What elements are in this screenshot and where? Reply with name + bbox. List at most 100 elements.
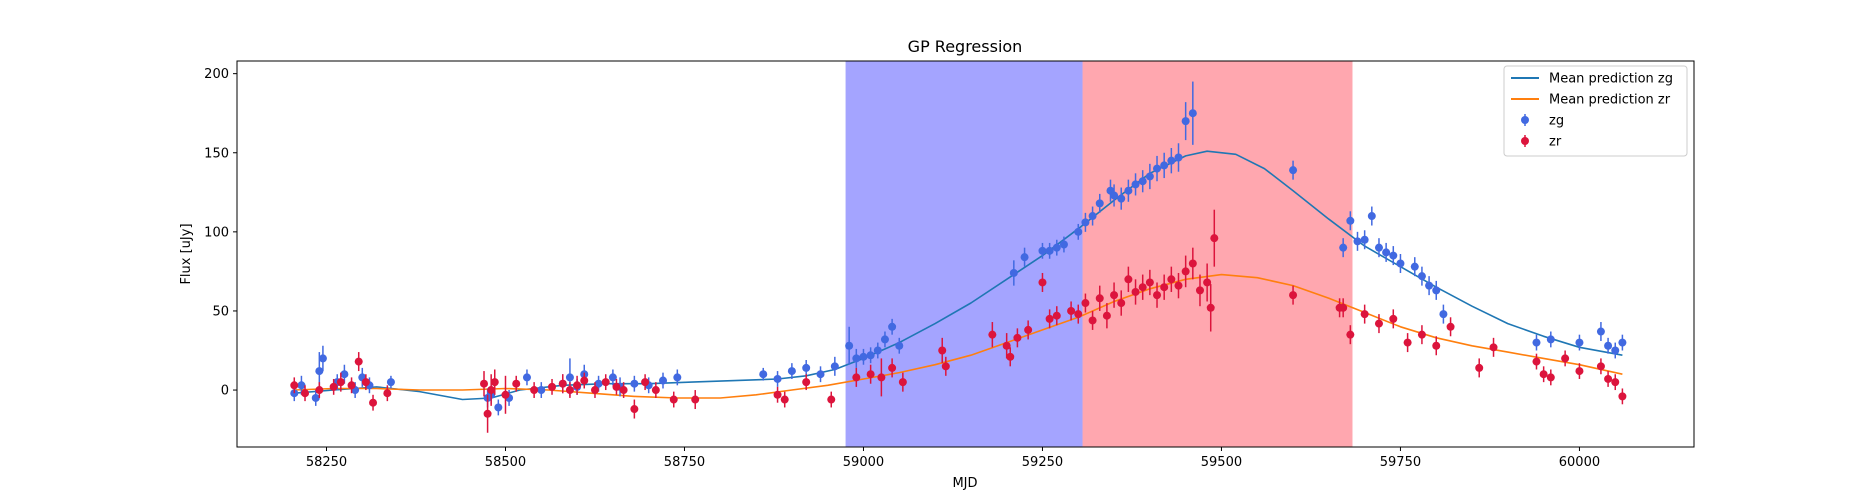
legend-marker-swatch (1521, 137, 1529, 145)
point-marker (802, 378, 811, 387)
data-point-zr (1360, 304, 1369, 324)
point-marker (852, 373, 861, 382)
point-marker (311, 393, 320, 402)
point-marker (888, 363, 897, 372)
data-point-zg (1081, 212, 1090, 232)
point-marker (1604, 374, 1613, 383)
data-point-zr (691, 390, 700, 410)
point-marker (483, 409, 492, 418)
point-marker (1095, 199, 1104, 208)
point-marker (1367, 212, 1376, 221)
point-marker (1346, 216, 1355, 225)
data-point-zg (673, 369, 682, 386)
data-point-zr (1203, 263, 1212, 302)
data-point-zr (1074, 304, 1083, 324)
data-point-zr (1206, 284, 1215, 332)
point-marker (1188, 109, 1197, 118)
data-point-zr (1618, 388, 1627, 405)
data-point-zg (866, 347, 875, 364)
data-point-zr (1289, 285, 1298, 305)
data-point-zg (1009, 260, 1018, 286)
legend-item: zr (1521, 135, 1562, 150)
point-marker (866, 370, 875, 379)
data-point-zg (630, 375, 639, 392)
data-point-zg (318, 345, 327, 372)
data-point-zr (1181, 255, 1190, 288)
legend: Mean prediction zg Mean prediction zr zg zr (1503, 65, 1688, 157)
point-marker (873, 346, 882, 355)
y-tick-label: 50 (212, 304, 229, 319)
point-marker (1110, 191, 1119, 200)
data-point-zg (1052, 239, 1061, 256)
point-marker (773, 374, 782, 383)
data-point-zr (1611, 374, 1620, 391)
data-point-zg (1596, 322, 1605, 342)
point-marker (580, 376, 589, 385)
data-point-zr (827, 391, 836, 408)
data-point-zr (601, 374, 610, 391)
data-point-zg (1167, 148, 1176, 174)
data-point-zr (1596, 358, 1605, 375)
point-marker (941, 362, 950, 371)
data-point-zg (537, 382, 546, 398)
point-marker (315, 367, 324, 376)
data-point-zr (877, 358, 886, 397)
data-point-zr (1088, 310, 1097, 330)
data-point-zr (1174, 272, 1183, 299)
data-point-zr (1095, 285, 1104, 311)
x-tick-label: 60000 (1559, 455, 1600, 470)
point-marker (494, 403, 503, 412)
data-point-zr (490, 369, 499, 395)
point-marker (1389, 251, 1398, 260)
x-tick-label: 59750 (1380, 455, 1421, 470)
point-marker (590, 386, 599, 395)
point-marker (1389, 314, 1398, 323)
data-point-zr (487, 374, 496, 406)
x-tick-label: 59000 (843, 455, 884, 470)
point-marker (669, 395, 678, 404)
legend-label: zg (1549, 114, 1564, 129)
point-marker (1604, 341, 1613, 350)
data-point-zg (1389, 246, 1398, 266)
data-point-zr (1432, 336, 1441, 356)
data-point-zg (1131, 173, 1140, 196)
point-marker (619, 386, 628, 395)
data-point-zr (888, 358, 897, 378)
data-point-zg (773, 371, 782, 387)
point-marker (1410, 262, 1419, 271)
data-point-zg (1339, 238, 1348, 258)
x-tick-label: 58250 (306, 455, 347, 470)
data-point-zg (1045, 242, 1054, 259)
data-point-zg (816, 366, 825, 383)
point-marker (1045, 246, 1054, 255)
point-marker (1131, 180, 1140, 189)
point-marker (1203, 278, 1212, 287)
point-marker (1117, 194, 1126, 203)
point-marker (1124, 275, 1133, 284)
point-marker (501, 390, 510, 399)
point-marker (315, 386, 324, 395)
data-point-zg (522, 369, 531, 386)
point-marker (1088, 212, 1097, 221)
point-marker (1013, 333, 1022, 342)
point-marker (780, 395, 789, 404)
point-marker (1374, 319, 1383, 328)
data-point-zg (608, 369, 617, 386)
data-point-zg (1374, 238, 1383, 258)
point-marker (816, 370, 825, 379)
y-tick-label: 0 (221, 384, 229, 399)
point-marker (659, 376, 668, 385)
point-marker (301, 389, 310, 398)
point-marker (1038, 278, 1047, 287)
point-marker (1045, 314, 1054, 323)
data-point-zr (565, 382, 574, 398)
data-point-zg (311, 390, 320, 406)
point-marker (1153, 291, 1162, 300)
point-marker (1596, 362, 1605, 371)
point-marker (1432, 286, 1441, 295)
data-point-zr (1417, 325, 1426, 345)
point-marker (1081, 218, 1090, 227)
legend-label: Mean prediction zr (1549, 93, 1671, 108)
data-point-zg (1417, 266, 1426, 286)
